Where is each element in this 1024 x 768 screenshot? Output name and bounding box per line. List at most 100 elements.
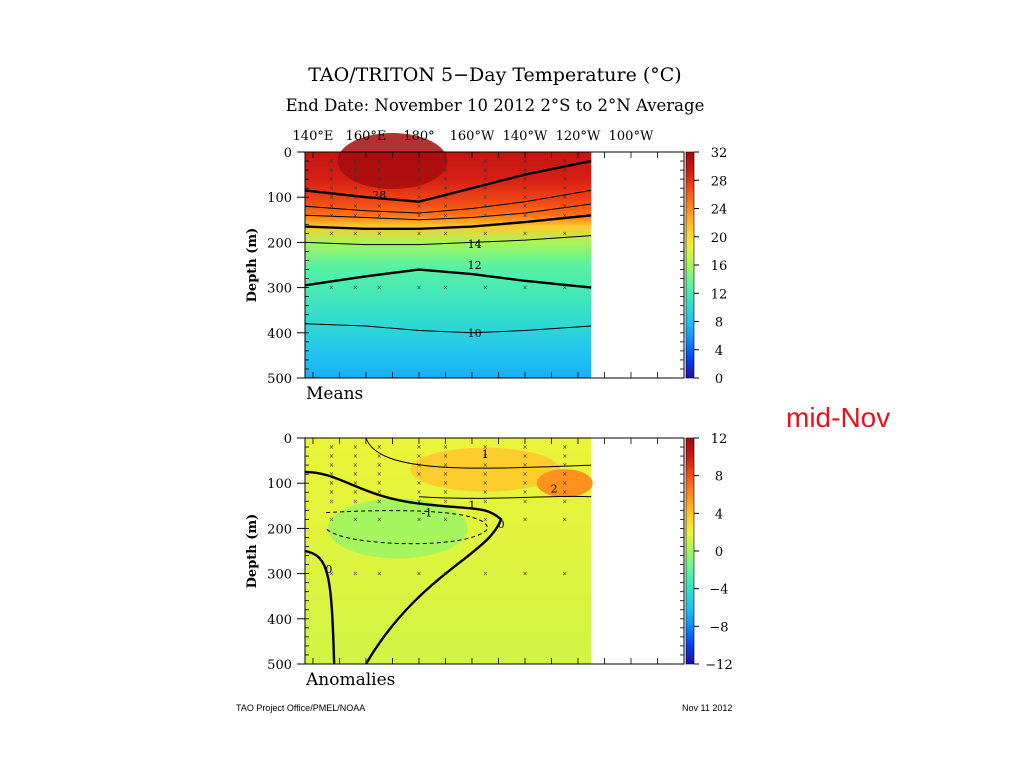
x-tick-label: 160°W [450,129,495,144]
sample-marker: × [353,203,358,210]
sample-marker: × [562,462,567,469]
anomalies-panel-label: Anomalies [306,670,396,690]
colorbar-tick-label: −4 [709,583,728,598]
sample-marker: × [416,203,421,210]
y-tick-label: 300 [267,282,292,297]
chart-subtitle: End Date: November 10 2012 2°S to 2°N Av… [285,96,705,115]
colorbar-tick-label: 12 [711,287,728,302]
sample-marker: × [416,230,421,237]
sample-marker: × [443,480,448,487]
sample-marker: × [377,194,382,201]
sample-marker: × [377,185,382,192]
sample-marker: × [443,498,448,505]
sample-marker: × [353,471,358,478]
x-tick-label: 100°W [609,129,654,144]
sample-marker: × [329,194,334,201]
sample-marker: × [377,444,382,451]
mid-nov-annotation: mid-Nov [786,402,891,433]
sample-marker: × [522,212,527,219]
sample-marker: × [562,158,567,165]
sample-marker: × [329,203,334,210]
plot-frame [304,151,685,379]
contour-label: 28 [372,189,386,202]
sample-marker: × [483,212,488,219]
sample-marker: × [522,203,527,210]
y-tick-label: 200 [267,522,292,537]
colorbar [685,151,695,379]
chart-title: TAO/TRITON 5−Day Temperature (°C) [308,64,682,86]
colorbar-tick-label: 4 [715,507,723,522]
y-tick-label: 400 [267,327,292,342]
contour-label: 2 [551,483,558,496]
y-tick-label: 300 [267,568,292,583]
sample-marker: × [377,489,382,496]
sample-marker: × [483,176,488,183]
isotherm-10 [304,323,592,334]
sample-marker: × [483,185,488,192]
isotherm-20 [304,214,592,231]
sample-marker: × [483,444,488,451]
colorbar-tick-label: 8 [715,470,723,485]
sample-marker: × [443,203,448,210]
sample-marker: × [377,158,382,165]
sample-marker: × [443,158,448,165]
sample-marker: × [329,167,334,174]
colorbar-tick-label: 8 [715,316,723,331]
sample-marker: × [443,212,448,219]
sample-marker: × [443,571,448,578]
sample-marker: × [416,462,421,469]
sample-marker: × [522,462,527,469]
sample-marker: × [377,203,382,210]
sample-marker: × [483,158,488,165]
colorbar-tick-label: 16 [711,259,728,274]
isotherm-26 [304,189,592,214]
sample-marker: × [416,516,421,523]
sample-marker: × [562,498,567,505]
sample-marker: × [329,571,334,578]
sample-marker: × [353,489,358,496]
sample-marker: × [483,167,488,174]
sample-marker: × [353,212,358,219]
sample-marker: × [416,194,421,201]
sample-marker: × [377,453,382,460]
plot-frame [304,437,685,665]
sample-marker: × [329,471,334,478]
sample-marker: × [329,158,334,165]
sample-marker: × [329,230,334,237]
sample-marker: × [522,444,527,451]
zero-contour-2 [304,549,336,665]
sample-marker: × [377,230,382,237]
sample-marker: × [353,185,358,192]
sample-marker: × [562,516,567,523]
sample-marker: × [522,167,527,174]
sample-marker: × [329,185,334,192]
sample-marker: × [522,471,527,478]
colorbar-tick-label: 28 [711,174,728,189]
sample-marker: × [483,194,488,201]
sample-marker: × [562,444,567,451]
warm-pool [337,133,448,190]
sample-marker: × [483,516,488,523]
sample-marker: × [483,285,488,292]
sample-marker: × [562,489,567,496]
panel-1: × × × × × × × × × × × × × × × × × × × × × × × × × × × × × × × × × × × × × × × ×… [245,432,733,673]
sample-marker: × [562,212,567,219]
sample-marker: × [377,462,382,469]
sample-marker: × [353,158,358,165]
isotherm-12 [304,268,592,289]
sample-marker: × [522,480,527,487]
contour-label: 1 [468,499,475,512]
sample-marker: × [483,462,488,469]
means-panel-label: Means [306,384,364,404]
sample-marker: × [377,516,382,523]
isotherm-16 [304,235,592,246]
sample-marker: × [562,230,567,237]
sample-marker: × [443,462,448,469]
sample-marker: × [483,230,488,237]
sample-marker: × [443,185,448,192]
y-axis-label: Depth (m) [245,228,260,303]
sample-marker: × [329,212,334,219]
colorbar-tick-label: −8 [709,620,728,635]
sample-marker: × [353,571,358,578]
sample-marker: × [416,480,421,487]
